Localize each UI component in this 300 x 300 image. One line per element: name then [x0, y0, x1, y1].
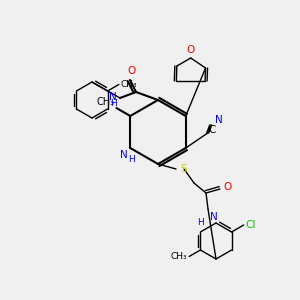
Text: H: H: [197, 218, 204, 227]
Text: N: N: [109, 92, 117, 102]
Text: O: O: [187, 45, 195, 55]
Text: N: N: [210, 212, 218, 222]
Text: S: S: [180, 164, 187, 174]
Text: CH₃: CH₃: [96, 97, 114, 107]
Text: H: H: [110, 100, 117, 109]
Text: N: N: [215, 115, 223, 125]
Text: N: N: [119, 150, 127, 160]
Text: Cl: Cl: [246, 220, 256, 230]
Text: CH₃: CH₃: [121, 80, 137, 89]
Text: H: H: [128, 155, 135, 164]
Text: O: O: [128, 66, 136, 76]
Text: O: O: [223, 182, 231, 192]
Text: CH₃: CH₃: [170, 252, 187, 261]
Text: C: C: [209, 125, 216, 135]
